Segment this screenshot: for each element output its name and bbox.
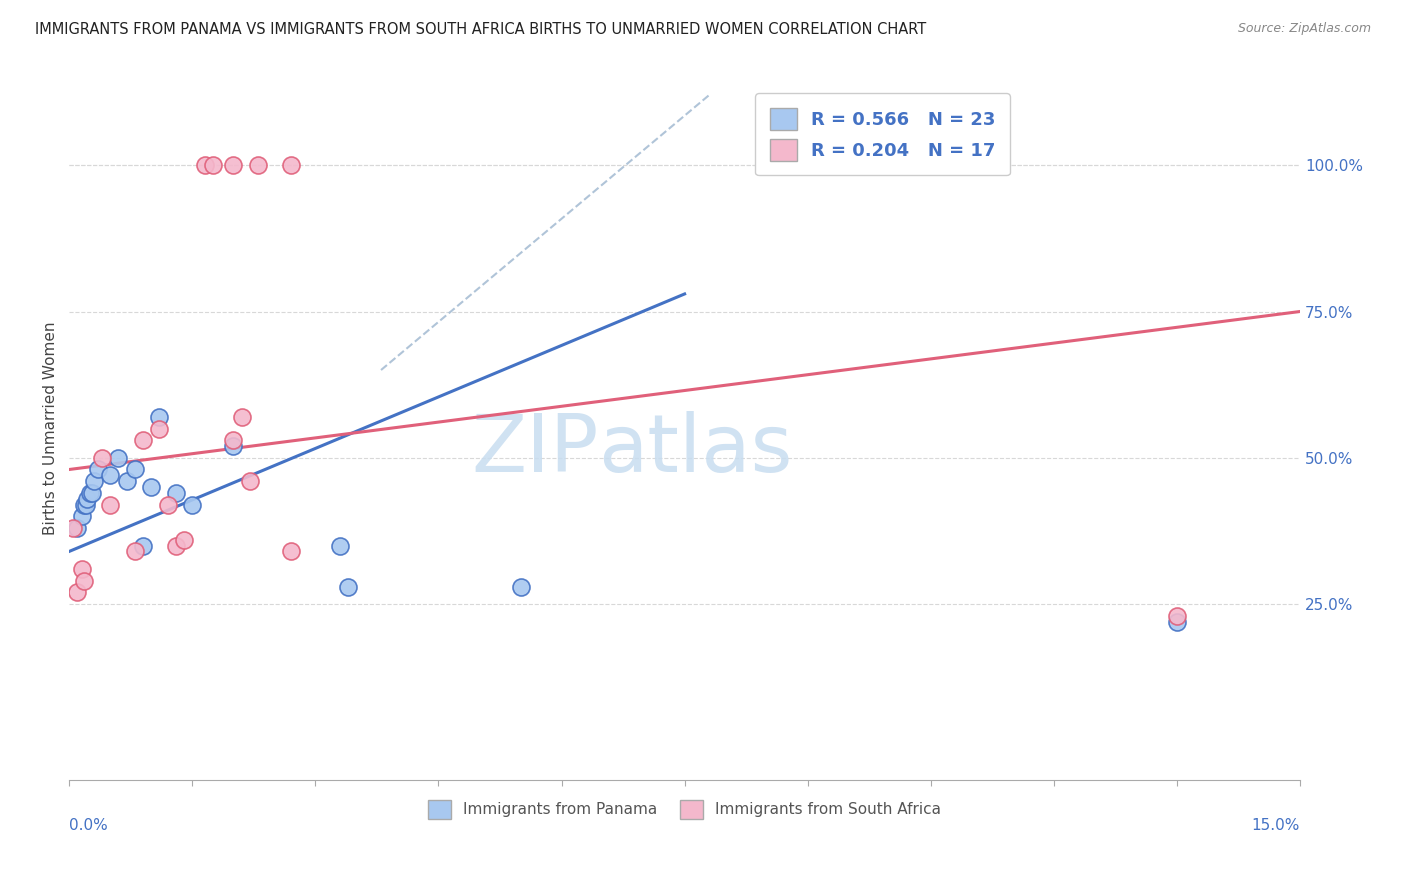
Point — [231, 409, 253, 424]
Point — [91, 450, 114, 465]
Point — [75, 498, 97, 512]
Point — [1166, 615, 1188, 629]
Point — [201, 158, 224, 172]
Point — [148, 421, 170, 435]
Point — [222, 439, 245, 453]
Point — [165, 486, 187, 500]
Point — [181, 498, 204, 512]
Y-axis label: Births to Unmarried Women: Births to Unmarried Women — [44, 322, 58, 535]
Point — [62, 521, 84, 535]
Point — [98, 468, 121, 483]
Legend: Immigrants from Panama, Immigrants from South Africa: Immigrants from Panama, Immigrants from … — [422, 794, 948, 824]
Text: 0.0%: 0.0% — [69, 818, 108, 833]
Point — [79, 486, 101, 500]
Text: atlas: atlas — [599, 410, 793, 489]
Point — [132, 539, 155, 553]
Point — [246, 158, 269, 172]
Point — [239, 474, 262, 488]
Point — [222, 158, 245, 172]
Point — [280, 544, 302, 558]
Point — [87, 462, 110, 476]
Point — [115, 474, 138, 488]
Point — [156, 498, 179, 512]
Point — [66, 521, 89, 535]
Point — [280, 158, 302, 172]
Point — [83, 474, 105, 488]
Point — [82, 486, 104, 500]
Point — [73, 498, 96, 512]
Point — [509, 580, 531, 594]
Point — [173, 533, 195, 547]
Point — [194, 158, 217, 172]
Text: Source: ZipAtlas.com: Source: ZipAtlas.com — [1237, 22, 1371, 36]
Point — [73, 574, 96, 588]
Point — [1166, 608, 1188, 623]
Point — [222, 434, 245, 448]
Point — [124, 462, 146, 476]
Text: IMMIGRANTS FROM PANAMA VS IMMIGRANTS FROM SOUTH AFRICA BIRTHS TO UNMARRIED WOMEN: IMMIGRANTS FROM PANAMA VS IMMIGRANTS FRO… — [35, 22, 927, 37]
Point — [337, 580, 360, 594]
Text: ZIP: ZIP — [471, 410, 599, 489]
Point — [132, 434, 155, 448]
Point — [66, 585, 89, 599]
Point — [329, 539, 352, 553]
Point — [107, 450, 129, 465]
Point — [76, 491, 98, 506]
Point — [70, 562, 93, 576]
Text: 15.0%: 15.0% — [1251, 818, 1301, 833]
Point — [70, 509, 93, 524]
Point — [98, 498, 121, 512]
Point — [165, 539, 187, 553]
Point — [141, 480, 163, 494]
Point — [148, 409, 170, 424]
Point — [124, 544, 146, 558]
